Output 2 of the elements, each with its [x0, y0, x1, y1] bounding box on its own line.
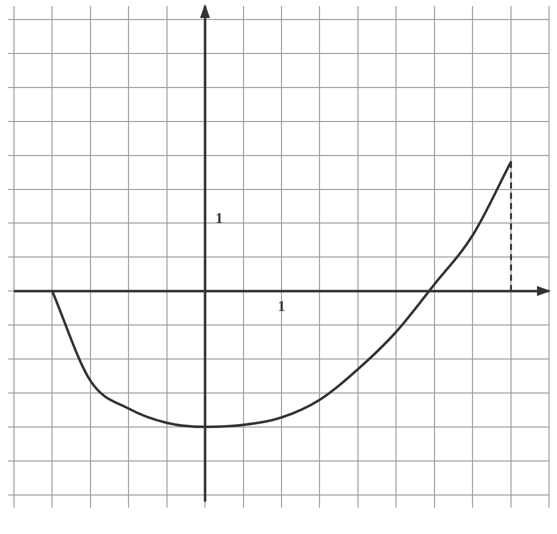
annotation: 1 — [278, 299, 286, 316]
annotation: 1 — [215, 211, 223, 228]
